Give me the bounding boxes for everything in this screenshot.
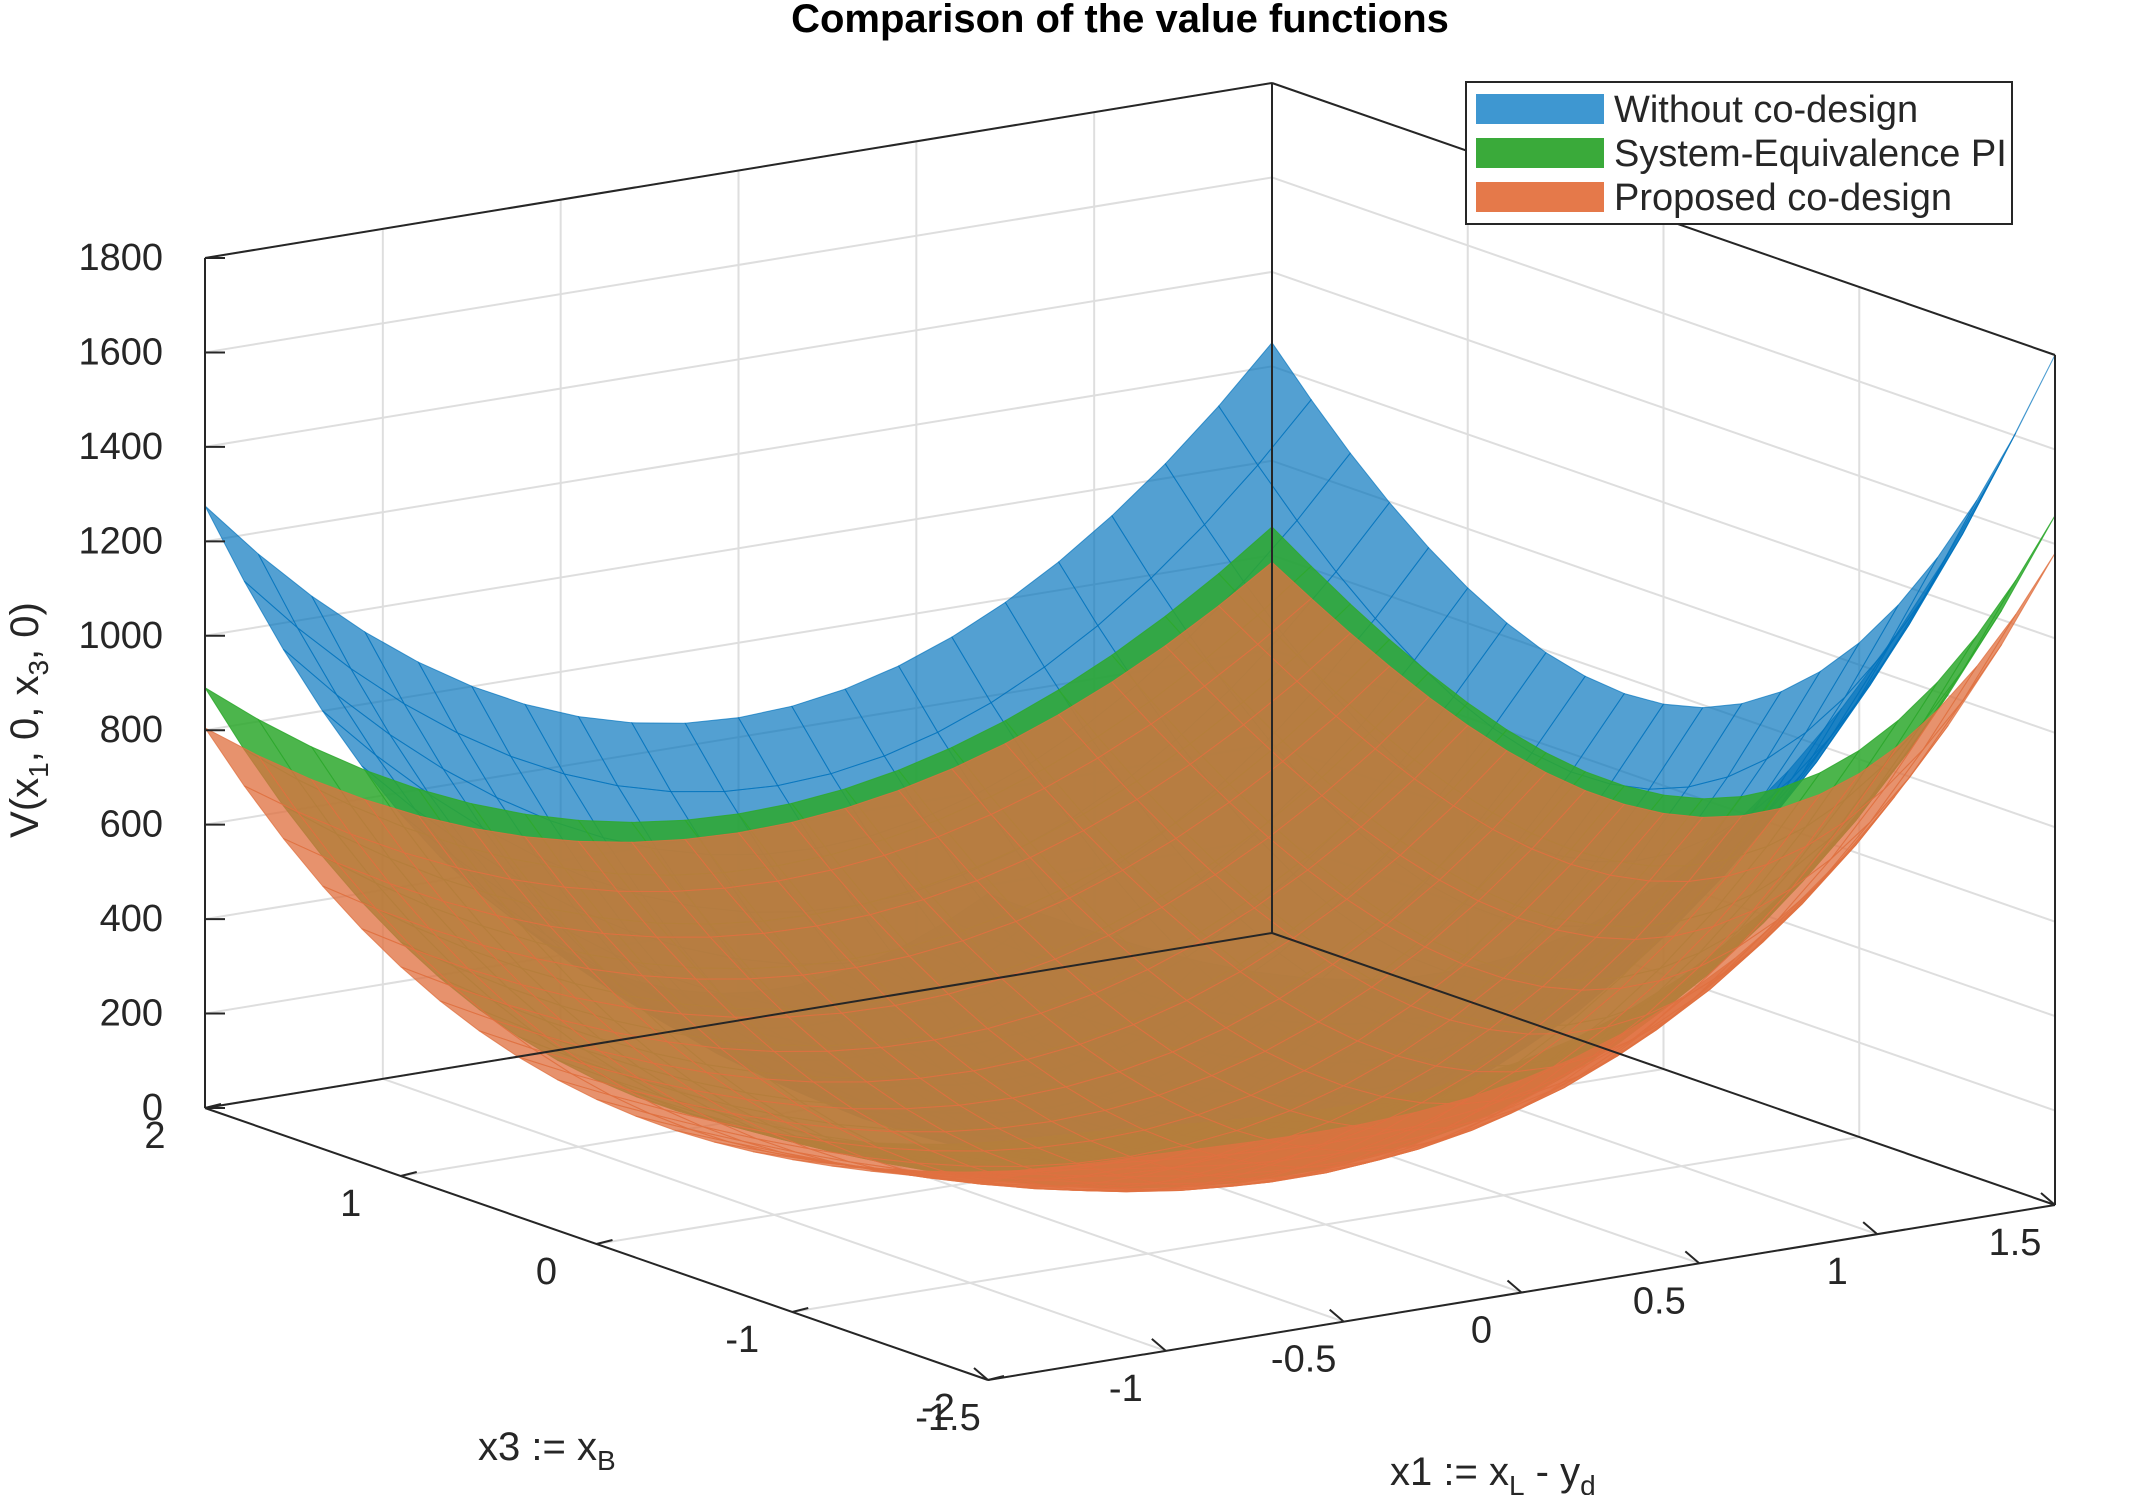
x-tick-label: -1: [1109, 1368, 1143, 1410]
axis-box-edge: [204, 932, 1273, 1109]
grid-line-side-z: [1271, 270, 2056, 545]
legend-swatch-without-co-design: [1476, 94, 1604, 124]
y-tick-mark: [792, 1307, 809, 1313]
z-tick-label: 200: [100, 993, 163, 1035]
legend-label-without-co-design: Without co-design: [1614, 89, 1918, 131]
legend: Without co-design System-Equivalence PI …: [1465, 81, 2013, 225]
x-tick-label: -1.5: [915, 1397, 980, 1439]
y-tick-label: -2: [921, 1387, 955, 1429]
grid-line-back-z: [204, 270, 1273, 448]
grid-line-back-z: [204, 176, 1273, 354]
z-tick-label: 600: [100, 804, 163, 846]
x-tick-mark: [1151, 1338, 1167, 1352]
z-tick-label: 800: [100, 709, 163, 751]
x-tick-label: 0: [1471, 1310, 1492, 1352]
z-axis-label: V(x1, 0, x3, 0): [3, 602, 54, 838]
z-tick-label: 1800: [78, 237, 163, 279]
y-tick-mark: [987, 1375, 1005, 1381]
x-tick-mark: [1684, 1250, 1700, 1265]
y-tick-mark: [596, 1239, 613, 1245]
grid-line-back-z: [204, 365, 1273, 543]
y-tick-label: -1: [725, 1319, 759, 1361]
x-tick-label: 1.5: [1989, 1222, 2042, 1264]
x-tick-mark: [973, 1367, 989, 1381]
surface-patch: [204, 505, 298, 629]
x-axis-label: x1 := xL - yd: [1390, 1450, 1596, 1495]
y-axis-label: x3 := xB: [478, 1425, 616, 1476]
surface-patch: [1922, 432, 2017, 599]
z-tick-label: 1200: [78, 520, 163, 562]
y-tick-label: 1: [340, 1183, 361, 1225]
axis-box-edge: [1271, 932, 2056, 1206]
surface-layer: [204, 341, 2056, 1193]
chart-title: Comparison of the value functions: [791, 0, 1449, 41]
x-tick-mark: [2040, 1192, 2056, 1206]
legend-swatch-proposed-co-design: [1476, 182, 1604, 212]
z-tick-label: 0: [142, 1087, 163, 1129]
z-tick-label: 1000: [78, 615, 163, 657]
grid-line-floor-y: [792, 1136, 1860, 1313]
legend-label-system-equivalence: System-Equivalence PI: [1614, 133, 2007, 175]
grid-line-back-z: [204, 459, 1273, 637]
surface-patch: [1805, 604, 1899, 733]
x-tick-mark: [1506, 1279, 1523, 1294]
grid-line-side-z: [1271, 459, 2056, 734]
x-tick-mark: [1329, 1308, 1345, 1323]
grid-line-side-z: [1271, 176, 2056, 451]
surface-patch: [1883, 500, 1978, 653]
z-tick-label: 400: [100, 898, 163, 940]
x-tick-label: 1: [1827, 1251, 1848, 1293]
surface-patch: [1962, 515, 2056, 671]
legend-swatch-system-equivalence: [1476, 138, 1604, 168]
y-tick-label: 2: [144, 1115, 165, 1157]
z-tick-label: 1600: [78, 331, 163, 373]
x-tick-label: -0.5: [1271, 1339, 1336, 1381]
surface-patch: [1962, 553, 2056, 702]
y-tick-mark: [400, 1171, 417, 1177]
surface-proposed-co-design: [204, 553, 2056, 1193]
tick-labels: -1.5-1-0.500.511.5-2-1012020040060080010…: [78, 237, 2041, 1439]
x-tick-mark: [1862, 1221, 1878, 1235]
z-tick-label: 1400: [78, 426, 163, 468]
legend-label-proposed-co-design: Proposed co-design: [1614, 177, 1952, 219]
axis-box-edge: [204, 82, 1273, 259]
x-tick-label: 0.5: [1633, 1280, 1686, 1322]
y-tick-label: 0: [536, 1251, 557, 1293]
surface-patch: [1922, 580, 2017, 723]
